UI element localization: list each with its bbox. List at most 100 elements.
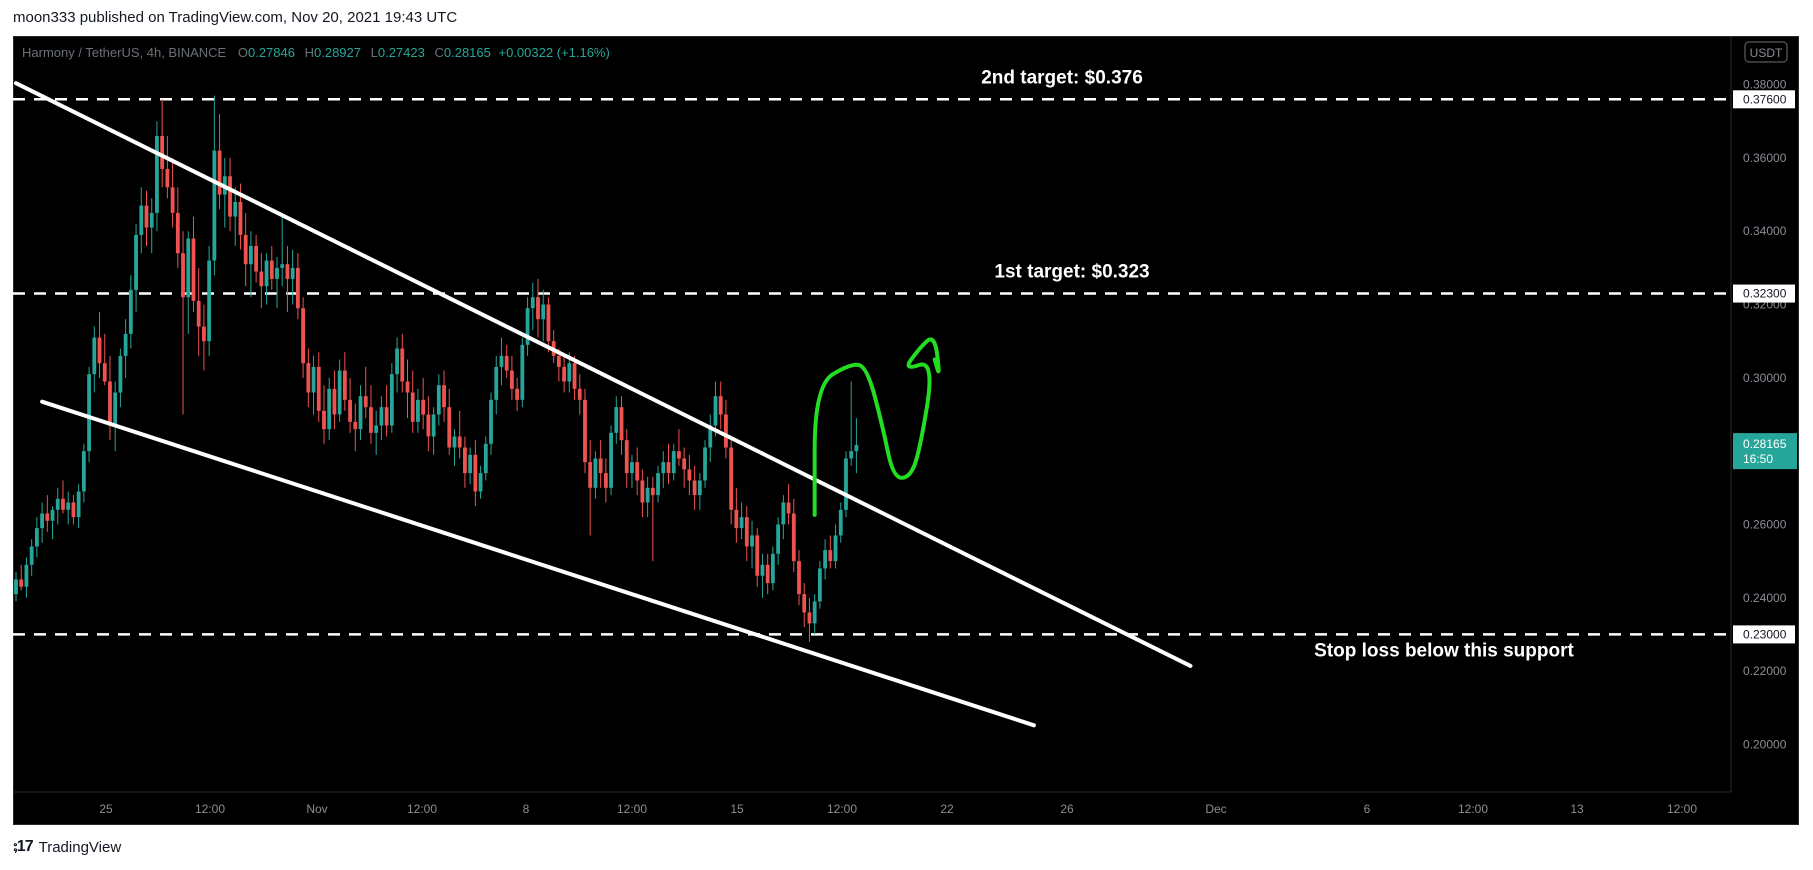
- annotation-label: Stop loss below this support: [1314, 640, 1574, 661]
- candle-body: [817, 568, 822, 602]
- candle-body: [175, 212, 180, 254]
- candle-body: [426, 414, 431, 437]
- candle-body: [515, 388, 520, 400]
- candle-body: [791, 513, 796, 562]
- price-label-box: [1733, 284, 1795, 303]
- candle-body: [546, 304, 551, 342]
- candle-body: [442, 385, 446, 408]
- candle-body: [468, 454, 473, 474]
- candle-body: [76, 491, 81, 518]
- candle-body: [102, 363, 107, 382]
- price-label-box: [1733, 625, 1795, 644]
- candle-body: [833, 535, 838, 562]
- candle-body: [254, 245, 259, 272]
- candle-body: [483, 443, 488, 474]
- candle-body: [771, 553, 775, 584]
- chart-area[interactable]: [13, 36, 1799, 825]
- candle-body: [729, 447, 734, 510]
- y-tick-label: 0.24000: [1743, 591, 1787, 605]
- candle-body: [807, 612, 812, 624]
- candles: [14, 95, 859, 642]
- publish-info: moon333 published on TradingView.com, No…: [13, 9, 458, 26]
- candle-body: [19, 579, 24, 587]
- candle-body: [666, 462, 671, 474]
- candle-body: [275, 267, 279, 279]
- candle-body: [463, 447, 467, 474]
- currency-badge-label: USDT: [1750, 46, 1783, 60]
- candle-body: [583, 399, 587, 463]
- candle-body: [697, 480, 702, 496]
- annotations: 2nd target: $0.376 1st target: $0.323 Stop…: [981, 67, 1574, 661]
- countdown-text: 16:50: [1743, 452, 1773, 466]
- candle-body: [838, 509, 843, 536]
- candle-body: [233, 201, 238, 217]
- candle-body: [113, 392, 118, 426]
- candle-body: [243, 234, 248, 265]
- candle-body: [384, 407, 389, 426]
- candle-body: [123, 333, 128, 356]
- legend-close-value: 0.28165: [443, 45, 491, 60]
- candle-body: [530, 297, 535, 309]
- candle-body: [556, 355, 561, 367]
- candle-body: [249, 245, 253, 265]
- legend-symbol: Harmony / TetherUS, 4h, BINANCE: [22, 45, 227, 60]
- candle-body: [614, 407, 619, 433]
- candle-body: [436, 385, 441, 415]
- candle-body: [285, 264, 290, 279]
- candle-body: [765, 564, 770, 584]
- candle-body: [504, 355, 509, 371]
- candle-body: [155, 135, 159, 213]
- candle-body: [421, 399, 426, 415]
- legend-change: +0.00322 (+1.16%): [498, 45, 610, 60]
- trendline-upper: [14, 81, 1193, 668]
- candle-body: [66, 502, 71, 510]
- x-tick-label: 12:00: [617, 802, 647, 816]
- trendline-lower: [40, 399, 1036, 728]
- x-tick-label: 8: [523, 802, 530, 816]
- candle-body: [50, 509, 55, 521]
- x-tick-label: 22: [940, 802, 954, 816]
- candle-body: [108, 381, 112, 426]
- price-label-text: 0.32300: [1743, 287, 1787, 301]
- candle-body: [603, 473, 608, 488]
- y-tick-label: 0.20000: [1743, 737, 1787, 751]
- candle-body: [760, 564, 765, 576]
- candle-body: [290, 267, 295, 279]
- candle-body: [81, 451, 86, 492]
- candle-body: [332, 388, 337, 415]
- candle-body: [264, 260, 269, 287]
- chart-legend: Harmony / TetherUS, 4h, BINANCE O0.27846…: [22, 45, 610, 60]
- horizontal-levels: [13, 98, 1730, 636]
- price-label-text: 0.23000: [1743, 627, 1787, 641]
- candle-body: [92, 337, 97, 375]
- candle-body: [781, 502, 786, 525]
- candle-body: [786, 502, 791, 514]
- candle-body: [337, 370, 342, 415]
- candle-body: [139, 205, 144, 235]
- candle-body: [269, 260, 274, 279]
- candle-body: [562, 366, 566, 382]
- candle-body: [588, 462, 593, 488]
- projection-path-line: [812, 337, 941, 517]
- x-tick-label: Dec: [1205, 802, 1226, 816]
- candle-body: [713, 396, 718, 426]
- candle-body: [656, 473, 660, 496]
- candle-body: [645, 487, 650, 503]
- candle-body: [708, 425, 713, 448]
- candle-body: [186, 238, 191, 298]
- candle-body: [577, 388, 582, 400]
- candle-body: [494, 366, 499, 400]
- tradingview-brand[interactable]: ⨟17 TradingView: [13, 838, 121, 856]
- candle-body: [598, 458, 603, 474]
- candle-body: [510, 370, 514, 389]
- candle-body: [405, 381, 410, 393]
- candle-body: [29, 546, 34, 565]
- legend-high-label: H: [304, 45, 314, 60]
- candle-body: [128, 289, 133, 334]
- candle-body: [353, 421, 358, 430]
- candle-body: [452, 436, 457, 448]
- price-label-text: 0.37600: [1743, 92, 1787, 106]
- candle-body: [687, 469, 692, 481]
- legend-close-label: C: [434, 45, 444, 60]
